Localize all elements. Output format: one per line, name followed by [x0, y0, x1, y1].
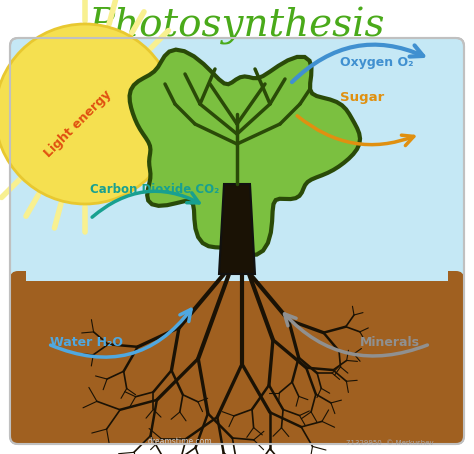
Text: Photosynthesis: Photosynthesis	[89, 7, 385, 45]
Text: Carbon Dioxide CO₂: Carbon Dioxide CO₂	[90, 183, 219, 196]
Circle shape	[0, 24, 175, 204]
FancyArrowPatch shape	[92, 191, 199, 217]
Polygon shape	[219, 184, 255, 274]
FancyBboxPatch shape	[10, 271, 464, 444]
FancyArrowPatch shape	[292, 44, 423, 82]
Polygon shape	[129, 49, 360, 255]
Text: Oxygen O₂: Oxygen O₂	[340, 56, 413, 69]
Text: Sugar: Sugar	[340, 91, 384, 104]
Text: 71329950  © Merkushev: 71329950 © Merkushev	[346, 440, 434, 446]
Text: Light energy: Light energy	[42, 88, 114, 160]
FancyArrowPatch shape	[297, 116, 414, 146]
FancyBboxPatch shape	[10, 38, 464, 444]
FancyArrowPatch shape	[284, 314, 428, 356]
FancyArrowPatch shape	[51, 309, 191, 357]
Bar	[26, 269, 448, 281]
Text: Water H₂O: Water H₂O	[50, 336, 123, 349]
Text: dreamstime.com: dreamstime.com	[148, 437, 212, 446]
Text: Minerals: Minerals	[360, 336, 420, 349]
